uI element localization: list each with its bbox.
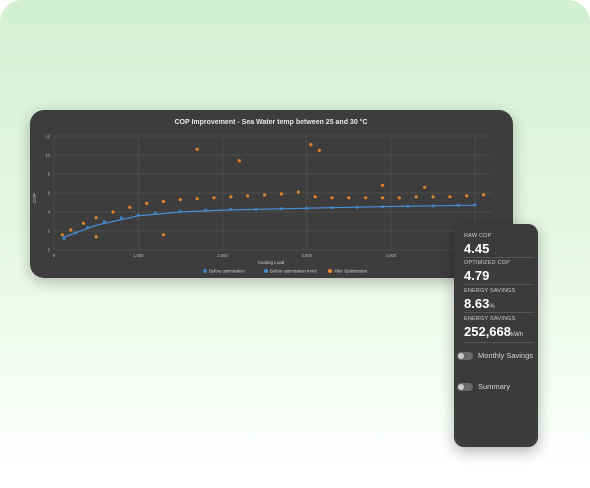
y-tick-label: 6	[48, 191, 51, 196]
data-point	[195, 197, 199, 201]
data-point	[161, 200, 166, 204]
data-point	[128, 205, 132, 209]
y-axis-label: COP	[32, 193, 37, 203]
data-point	[94, 216, 98, 220]
x-tick-label: 0	[53, 253, 56, 258]
metric-unit: %	[489, 304, 495, 310]
cop-chart-card: COP Improvement - Sea Water temp between…	[30, 110, 513, 278]
data-point	[229, 195, 233, 199]
toggle-label: Summary	[478, 382, 511, 391]
data-point	[313, 195, 317, 199]
data-point	[102, 219, 107, 224]
energy-savings-percent-metric: ENERGY SAVINGS 8.63%	[464, 288, 534, 313]
x-axis-label: Cooling Load	[258, 260, 285, 265]
data-point	[246, 194, 250, 198]
cop-scatter-chart: COP Improvement - Sea Water temp between…	[32, 118, 492, 274]
y-tick-label: 8	[48, 172, 51, 177]
data-point	[60, 233, 64, 237]
legend-marker	[203, 269, 207, 273]
data-point	[414, 195, 418, 199]
data-point	[397, 196, 401, 200]
data-point	[111, 210, 115, 214]
data-point	[330, 196, 334, 200]
chart-title: COP Improvement - Sea Water temp between…	[174, 118, 367, 126]
legend-label: Before optimisation	[209, 269, 246, 274]
metric-value: 252,668kWh	[464, 324, 523, 339]
data-point	[69, 228, 73, 232]
toggle-knob	[458, 383, 464, 390]
y-tick-label: 4	[48, 210, 51, 215]
data-point	[423, 185, 427, 189]
y-tick-label: 12	[45, 134, 50, 139]
data-point	[347, 196, 351, 200]
data-point	[81, 221, 86, 225]
data-point	[380, 196, 385, 200]
raw-cop-metric: RAW COP 4.45	[464, 233, 534, 258]
summary-toggle[interactable]	[457, 382, 473, 391]
legend-label: Before optimisation trend	[270, 269, 317, 274]
data-point	[465, 194, 469, 198]
y-tick-label: 10	[45, 153, 50, 158]
y-tick-label: 0	[48, 248, 51, 253]
toggle-knob	[458, 352, 464, 359]
savings-summary-panel: RAW COP 4.45 OPTIMIZED COP 4.79 ENERGY S…	[454, 224, 538, 447]
metric-value: 4.45	[464, 241, 490, 256]
metric-value: 4.79	[464, 268, 490, 283]
optimized-cop-metric: OPTIMIZED COP 4.79	[464, 260, 534, 285]
x-tick-label: 2,000	[217, 253, 228, 258]
metric-unit: kWh	[511, 332, 523, 338]
legend-label: After Optimization	[334, 269, 368, 274]
data-point	[482, 193, 486, 197]
data-point	[195, 147, 199, 151]
x-tick-label: 4,000	[386, 253, 397, 258]
data-point	[431, 195, 435, 199]
data-point	[279, 192, 283, 196]
legend-marker	[328, 269, 332, 273]
y-tick-label: 2	[48, 229, 51, 234]
data-point	[364, 196, 368, 200]
metric-label: RAW COP	[464, 233, 492, 239]
toggle-label: Monthly Savings	[478, 351, 534, 360]
data-point	[448, 195, 452, 199]
energy-savings-kwh-metric: ENERGY SAVINGS 252,668kWh	[464, 316, 534, 343]
metric-label: OPTIMIZED COP	[464, 260, 510, 266]
data-point	[263, 193, 267, 197]
data-point	[178, 198, 182, 202]
metric-value: 8.63%	[464, 296, 495, 311]
monthly-savings-toggle-row[interactable]: Monthly Savings	[457, 351, 533, 360]
data-point	[309, 143, 313, 147]
data-point	[317, 148, 321, 152]
data-point	[119, 216, 123, 220]
metric-label: ENERGY SAVINGS	[464, 288, 516, 294]
data-point	[94, 235, 98, 239]
summary-toggle-row[interactable]: Summary	[457, 382, 510, 391]
data-point	[212, 196, 216, 200]
data-point	[145, 201, 149, 205]
data-point	[237, 159, 241, 163]
data-point	[380, 183, 385, 187]
x-tick-label: 3,000	[301, 253, 312, 258]
data-point	[161, 233, 166, 237]
data-point	[296, 190, 300, 194]
metric-label: ENERGY SAVINGS	[464, 316, 516, 322]
trend-line	[62, 204, 476, 239]
x-tick-label: 1,000	[133, 253, 144, 258]
monthly-savings-toggle[interactable]	[457, 351, 473, 360]
legend-marker	[264, 269, 268, 273]
